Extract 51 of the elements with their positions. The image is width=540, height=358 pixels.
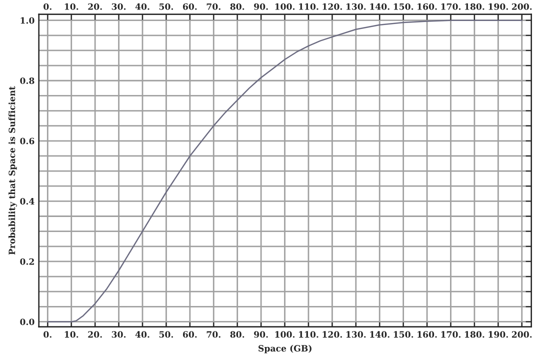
x-axis-title: Space (GB): [258, 344, 312, 354]
x-tick-label: 180.: [465, 331, 484, 338]
x-tick-label: 110.: [299, 331, 318, 338]
x-tick-label: 20.: [88, 331, 102, 338]
x2-tick-label: 110.: [299, 3, 318, 10]
x2-tick-label: 150.: [394, 3, 414, 10]
x2-tick-label: 170.: [441, 3, 461, 10]
x2-tick-label: 40.: [135, 3, 150, 10]
x2-tick-label: 30.: [112, 3, 126, 10]
x2-tick-label: 200.: [512, 3, 532, 10]
y-tick-label: 0.2: [20, 258, 34, 265]
x-tick-label: 200.: [512, 331, 532, 338]
x-tick-label: 120.: [322, 331, 342, 338]
x2-tick-label: 190.: [488, 3, 508, 10]
x-tick-label: 10.: [64, 331, 78, 338]
x-tick-label: 160.: [418, 331, 437, 338]
x-tick-label: 100.: [275, 331, 295, 338]
x2-tick-label: 10.: [64, 3, 78, 10]
x2-tick-label: 100.: [275, 3, 295, 10]
x2-tick-label: 60.: [182, 3, 197, 10]
x-tick-label: 70.: [206, 331, 220, 338]
y-tick-label: 0.6: [20, 138, 34, 144]
x2-tick-label: 80.: [230, 3, 244, 10]
x2-tick-label: 0.: [44, 3, 52, 10]
x2-tick-label: 20.: [88, 3, 102, 10]
x2-tick-label: 180.: [465, 3, 484, 10]
x2-tick-label: 90.: [254, 3, 268, 10]
y-tick-label: 0.4: [20, 198, 34, 205]
x-tick-label: 140.: [370, 331, 390, 338]
x-tick-label: 170.: [441, 331, 461, 338]
x-tick-label: 40.: [135, 331, 150, 338]
x-tick-label: 80.: [230, 331, 244, 338]
x2-tick-label: 50.: [159, 3, 173, 10]
x2-tick-label: 130.: [346, 3, 366, 10]
x-tick-label: 130.: [346, 331, 366, 338]
x2-tick-label: 120.: [322, 3, 342, 10]
y-tick-label: 0.0: [20, 318, 34, 326]
y-tick-label: 1.0: [20, 17, 34, 24]
x-tick-label: 0.: [44, 331, 52, 338]
line-series: [47, 20, 522, 322]
x2-tick-label: 160.: [418, 3, 437, 10]
y-axis-title: Probability that Space is Sufficient: [8, 86, 17, 255]
x-tick-label: 50.: [159, 331, 173, 338]
x-tick-label: 60.: [182, 331, 197, 338]
x2-tick-label: 70.: [206, 3, 220, 10]
x-tick-label: 150.: [394, 331, 414, 338]
x-tick-label: 30.: [112, 331, 126, 338]
x-tick-label: 190.: [488, 331, 508, 338]
y-tick-label: 0.8: [20, 78, 34, 84]
x-tick-label: 90.: [254, 331, 268, 338]
x2-tick-label: 140.: [370, 3, 390, 10]
